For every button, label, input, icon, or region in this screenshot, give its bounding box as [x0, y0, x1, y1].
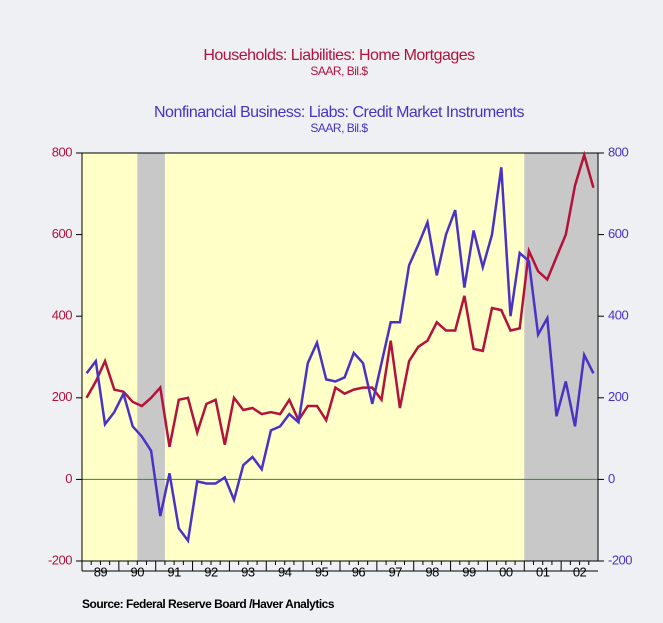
- y-tick-label: 800: [52, 144, 72, 159]
- plot-frame: [81, 152, 599, 562]
- title-unit: SAAR, Bil.$: [310, 64, 368, 78]
- x-tick-label: 97: [389, 564, 403, 579]
- y2-tick-label: 400: [608, 308, 628, 323]
- x-tick-label: 92: [204, 564, 218, 579]
- y2-tick-label: 0: [608, 471, 615, 486]
- x-tick-label: 93: [241, 564, 255, 579]
- y-tick-label: 0: [65, 471, 72, 486]
- y-tick-label: -200: [48, 552, 72, 567]
- series-line: [85, 150, 595, 448]
- chart-subtitle: Nonfinancial Business: Liabs: Credit Mar…: [154, 104, 525, 121]
- x-tick-label: 90: [131, 564, 145, 579]
- x-tick-label: 91: [167, 564, 181, 579]
- source: Source: Federal Reserve Board /Haver Ana…: [82, 597, 335, 611]
- x-tick-label: 89: [94, 564, 108, 579]
- x-tick-label: 99: [462, 564, 476, 579]
- y-tick-label: 200: [52, 389, 72, 404]
- x-tick-label: 94: [278, 564, 292, 579]
- y2-tick-label: 600: [608, 226, 628, 241]
- y-tick-label: 400: [52, 308, 72, 323]
- x-tick-label: 95: [315, 564, 329, 579]
- x-tick-label: 00: [499, 564, 513, 579]
- y-tick-label: 600: [52, 226, 72, 241]
- subtitle-unit: SAAR, Bil.$: [310, 121, 368, 135]
- chart-title: Households: Liabilities: Home Mortgages: [203, 47, 475, 64]
- x-tick-label: 02: [573, 564, 587, 579]
- recession-shade: [137, 153, 165, 561]
- y2-tick-label: -200: [608, 552, 632, 567]
- x-tick-label: 96: [352, 564, 366, 579]
- recession-shade: [524, 153, 598, 561]
- y2-tick-label: 200: [608, 389, 628, 404]
- y2-tick-label: 800: [608, 144, 628, 159]
- series-line: [85, 167, 595, 544]
- x-tick-label: 01: [536, 564, 550, 579]
- x-tick-label: 98: [425, 564, 439, 579]
- plot-area: [82, 153, 598, 561]
